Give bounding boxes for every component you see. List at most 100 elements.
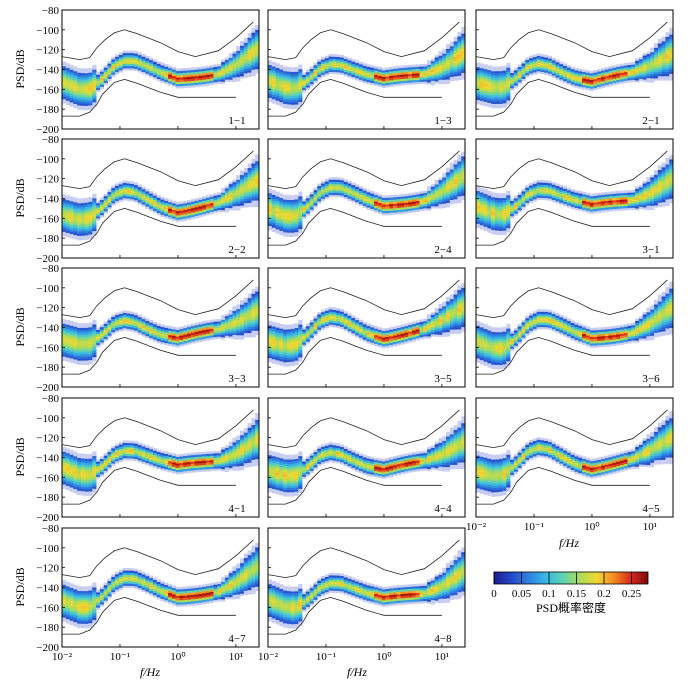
density-cell [107, 333, 112, 336]
density-cell [198, 212, 203, 216]
density-cell [137, 329, 142, 333]
density-cell [453, 166, 458, 169]
density-cell [92, 80, 97, 83]
density-cell [555, 70, 560, 74]
density-cell [88, 329, 93, 332]
density-cell [236, 203, 241, 207]
density-cell [279, 232, 284, 236]
density-cell [324, 68, 330, 72]
density-cell [88, 346, 93, 350]
density-cell [661, 169, 666, 172]
density-cell [118, 194, 124, 198]
density-cell [65, 223, 70, 227]
density-cell [160, 212, 165, 215]
density-cell [141, 327, 146, 331]
density-cell [570, 75, 575, 78]
density-cell [247, 70, 252, 73]
density-cell [317, 329, 322, 332]
density-cell [669, 176, 673, 180]
density-cell [559, 184, 564, 188]
density-cell [275, 63, 280, 66]
density-cell [137, 70, 142, 73]
density-cell [69, 329, 74, 333]
density-cell [589, 79, 594, 83]
density-cell [313, 196, 318, 199]
density-cell [521, 191, 526, 194]
density-cell [665, 69, 670, 72]
density-cell [228, 199, 233, 202]
density-cell [536, 68, 541, 72]
density-cell [657, 69, 663, 72]
density-cell [130, 329, 135, 332]
density-cell [111, 196, 116, 200]
density-cell [608, 191, 613, 195]
density-cell [171, 84, 177, 87]
density-cell [461, 68, 465, 71]
density-cell [494, 221, 500, 224]
density-cell [221, 205, 226, 208]
density-cell [491, 220, 496, 224]
density-cell [635, 201, 640, 205]
density-cell [324, 323, 330, 327]
density-cell [283, 103, 288, 107]
density-cell [544, 54, 549, 58]
density-cell [103, 76, 108, 79]
density-cell [243, 321, 249, 325]
density-cell [559, 74, 564, 78]
density-cell [483, 217, 488, 221]
density-cell [362, 194, 367, 198]
density-cell [608, 66, 613, 69]
density-cell [446, 74, 451, 78]
density-cell [255, 163, 259, 166]
density-cell [286, 221, 292, 224]
density-cell [96, 213, 101, 217]
density-cell [339, 186, 345, 190]
density-cell [385, 334, 390, 338]
y-tick-label: −100 [36, 283, 59, 295]
density-cell [305, 325, 311, 329]
density-cell [228, 79, 233, 82]
density-cell [669, 36, 673, 40]
density-cell [665, 38, 670, 42]
density-cell [434, 203, 439, 207]
density-cell [635, 192, 640, 196]
density-cell [92, 341, 97, 345]
density-cell [638, 197, 644, 201]
density-cell [362, 201, 367, 204]
density-cell [65, 96, 70, 99]
density-cell [183, 83, 188, 86]
density-cell [302, 81, 307, 84]
density-cell [80, 228, 86, 232]
density-cell [286, 363, 292, 367]
density-cell [343, 65, 348, 68]
density-cell [88, 359, 93, 363]
density-cell [84, 362, 89, 365]
density-cell [268, 342, 273, 346]
density-cell [205, 195, 211, 198]
density-cell [589, 70, 594, 74]
density-cell [665, 199, 670, 202]
density-cell [446, 81, 451, 84]
density-cell [453, 198, 458, 202]
density-cell [665, 157, 670, 161]
density-cell [69, 224, 74, 228]
density-cell [168, 330, 173, 333]
density-cell [358, 194, 364, 198]
density-cell [457, 77, 462, 81]
density-cell [343, 62, 348, 66]
density-cell [164, 340, 169, 344]
density-cell [247, 191, 252, 195]
density-cell [92, 345, 97, 349]
density-cell [661, 190, 666, 194]
density-cell [457, 55, 462, 59]
density-cell [646, 64, 651, 68]
density-cell [476, 64, 481, 68]
density-cell [502, 228, 507, 231]
density-cell [240, 321, 245, 325]
density-cell [224, 317, 230, 321]
density-cell [69, 104, 74, 107]
density-cell [479, 83, 484, 86]
density-cell [408, 195, 413, 198]
density-cell [377, 333, 383, 337]
density-cell [73, 77, 78, 80]
